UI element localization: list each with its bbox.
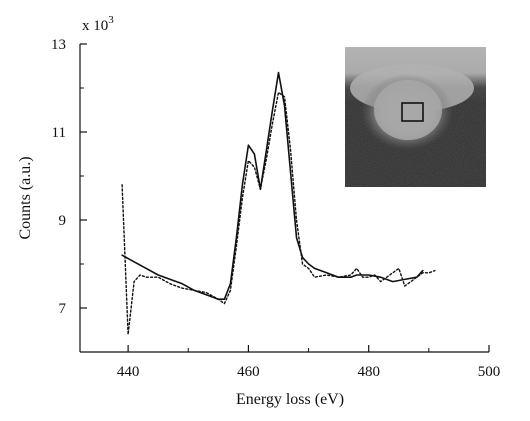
tem-image-icon (345, 47, 486, 187)
y-tick-label: 7 (59, 301, 67, 317)
x-tick-label: 500 (478, 364, 501, 380)
series-layer (121, 71, 436, 336)
x-tick-label: 460 (237, 364, 260, 380)
y-tick-label: 9 (59, 213, 67, 229)
x-tick-label: 440 (117, 364, 140, 380)
y-tick-label: 11 (52, 125, 66, 141)
x-ticks: 440 460 480 500 (117, 345, 500, 380)
y-axis-title: Counts (a.u.) (17, 156, 34, 239)
y-tick-label: 13 (51, 37, 66, 53)
axes (79, 44, 489, 353)
y-multiplier-exponent: 3 (108, 14, 114, 26)
dotted-series-line (121, 91, 436, 336)
x-axis-title: Energy loss (eV) (236, 391, 344, 408)
y-multiplier-label: x 103 (82, 14, 114, 34)
selection-box (401, 102, 424, 122)
x-tick-label: 480 (357, 364, 380, 380)
y-ticks: 7 9 11 13 (51, 37, 87, 317)
